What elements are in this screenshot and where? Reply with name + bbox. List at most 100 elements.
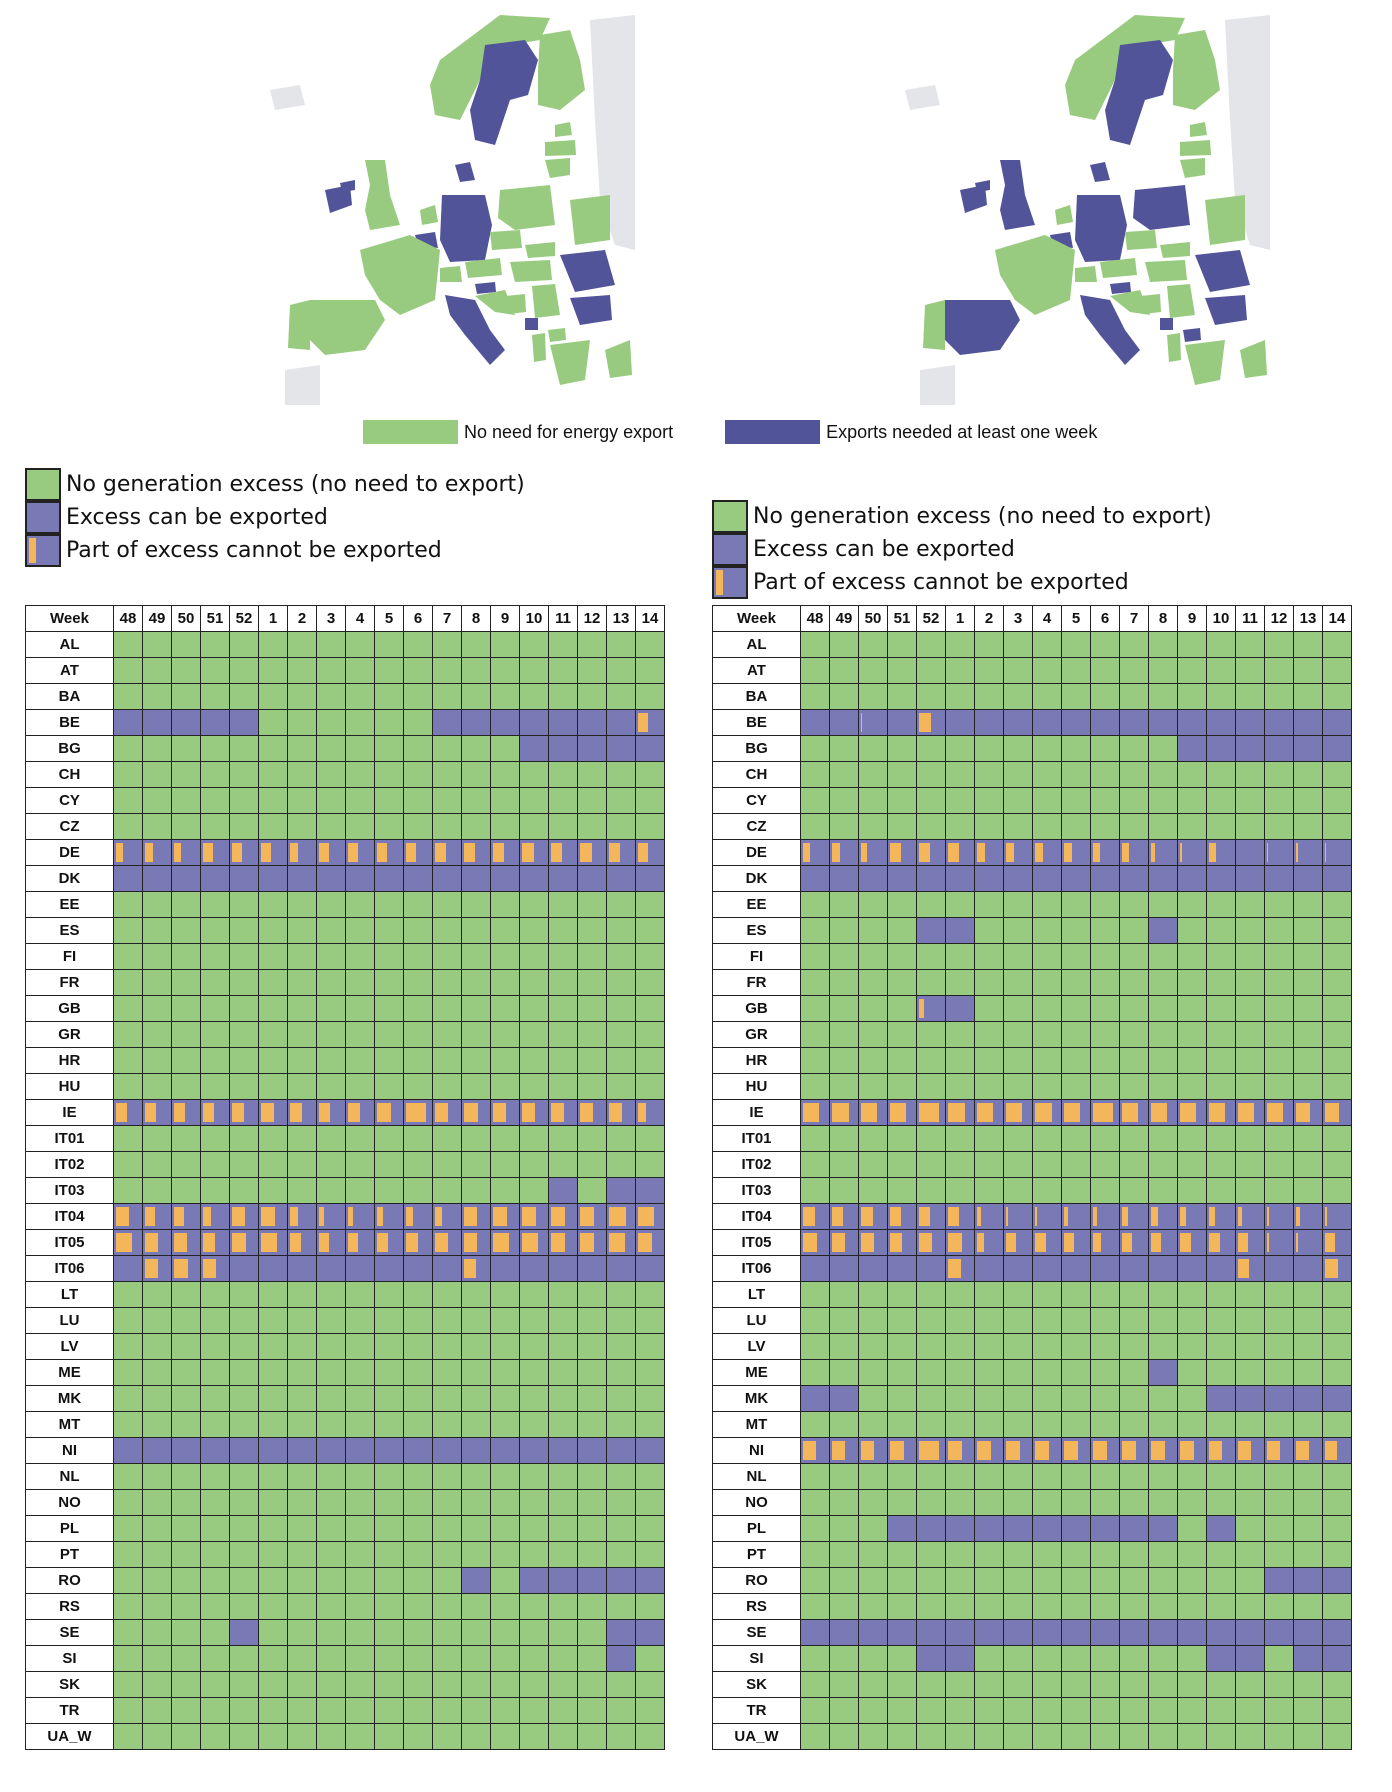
unexported-bar [464, 843, 475, 862]
cell-no-excess [974, 1073, 1004, 1100]
table-row: LV [712, 1333, 1352, 1360]
cell-no-excess [461, 1489, 491, 1516]
cell-no-excess [606, 995, 636, 1022]
cell-no-excess [113, 787, 143, 814]
unexported-bar [1325, 1441, 1337, 1460]
cell-no-excess [606, 657, 636, 684]
cell-no-excess [171, 1359, 201, 1386]
cell-no-excess [635, 969, 665, 996]
cell-no-excess [945, 1333, 975, 1360]
unexported-bar [948, 1441, 962, 1460]
row-label: DK [712, 865, 801, 892]
cell-no-excess [1322, 995, 1352, 1022]
cell-no-excess [490, 1385, 520, 1412]
row-label: CY [25, 787, 114, 814]
cell-no-excess [1119, 813, 1149, 840]
cell-partial-unexported [635, 709, 665, 736]
cell-no-excess [1206, 1697, 1236, 1724]
cell-no-excess [1322, 891, 1352, 918]
row-label: BA [712, 683, 801, 710]
cell-no-excess [519, 1671, 549, 1698]
table-row: MT [25, 1411, 665, 1438]
cell-no-excess [403, 1125, 433, 1152]
table-row: LU [25, 1307, 665, 1334]
cell-no-excess [1322, 1489, 1352, 1516]
unexported-bar [1296, 1103, 1310, 1122]
cell-partial-unexported [142, 839, 172, 866]
cell-no-excess [606, 631, 636, 658]
table-row: SK [712, 1671, 1352, 1698]
cell-no-excess [800, 1411, 830, 1438]
cell-no-excess [490, 1125, 520, 1152]
week-grid-left: Week 48 49 50 51 52 1 2 3 4 5 6 7 8 9 10 11 12 13 14 AL AT BA B… [25, 605, 665, 1750]
cell-no-excess [858, 1489, 888, 1516]
cell-no-excess [1148, 1151, 1178, 1178]
week-tick-label: 10 [1206, 605, 1236, 632]
row-label: TR [712, 1697, 801, 1724]
cell-no-excess [945, 1541, 975, 1568]
cell-no-excess [1119, 683, 1149, 710]
unexported-bar [977, 1207, 981, 1226]
legend-label: Part of excess cannot be exported [753, 570, 1129, 595]
cell-partial-unexported [887, 1437, 917, 1464]
cell-no-excess [316, 1593, 346, 1620]
unexported-bar [1064, 1103, 1080, 1122]
cell-no-excess [1003, 969, 1033, 996]
cell-excess-exported [374, 865, 404, 892]
cell-no-excess [1003, 761, 1033, 788]
unexported-bar [1093, 1103, 1113, 1122]
cell-partial-unexported [887, 1229, 917, 1256]
cell-partial-unexported [635, 1229, 665, 1256]
cell-excess-exported [606, 1645, 636, 1672]
cell-no-excess [1090, 1671, 1120, 1698]
cell-no-excess [258, 787, 288, 814]
week-tick-label: 13 [1293, 605, 1323, 632]
cell-partial-unexported [113, 1229, 143, 1256]
cell-no-excess [229, 995, 259, 1022]
table-row: IT04 [712, 1203, 1352, 1230]
cell-no-excess [1322, 917, 1352, 944]
cell-no-excess [287, 1723, 317, 1750]
cell-excess-exported [635, 1255, 665, 1282]
country-pt [923, 300, 945, 350]
map-legend-swatch-purple [725, 420, 821, 444]
cell-partial-unexported [1148, 1229, 1178, 1256]
cell-no-excess [287, 969, 317, 996]
cell-no-excess [432, 969, 462, 996]
cell-no-excess [858, 787, 888, 814]
unexported-bar [551, 1103, 564, 1122]
country-ch [1075, 266, 1097, 282]
unexported-bar [1093, 843, 1100, 862]
cell-no-excess [113, 1671, 143, 1698]
cell-no-excess [142, 683, 172, 710]
table-row: FR [712, 969, 1352, 996]
cell-excess-exported [887, 865, 917, 892]
cell-no-excess [577, 761, 607, 788]
cell-excess-exported [1264, 1385, 1294, 1412]
table-row: DK [25, 865, 665, 892]
cell-no-excess [800, 1463, 830, 1490]
map-legend-item-no-export: No need for energy export [363, 420, 673, 444]
cell-partial-unexported [1206, 1203, 1236, 1230]
cell-no-excess [258, 1619, 288, 1646]
cell-no-excess [432, 787, 462, 814]
legend-label: No generation excess (no need to export) [66, 472, 525, 497]
cell-no-excess [287, 1645, 317, 1672]
cell-no-excess [316, 1567, 346, 1594]
cell-no-excess [229, 1307, 259, 1334]
unexported-bar [890, 1233, 902, 1252]
cell-excess-exported [200, 709, 230, 736]
cell-no-excess [1206, 631, 1236, 658]
cell-no-excess [945, 683, 975, 710]
cell-excess-exported [1264, 1567, 1294, 1594]
cell-no-excess [1032, 1333, 1062, 1360]
cell-no-excess [1090, 1359, 1120, 1386]
legend-swatch-partial [712, 566, 748, 599]
cell-no-excess [287, 1489, 317, 1516]
cell-no-excess [1322, 1177, 1352, 1204]
cell-no-excess [1206, 1463, 1236, 1490]
cell-no-excess [945, 1307, 975, 1334]
cell-no-excess [113, 631, 143, 658]
cell-partial-unexported [403, 1203, 433, 1230]
cell-no-excess [200, 1671, 230, 1698]
